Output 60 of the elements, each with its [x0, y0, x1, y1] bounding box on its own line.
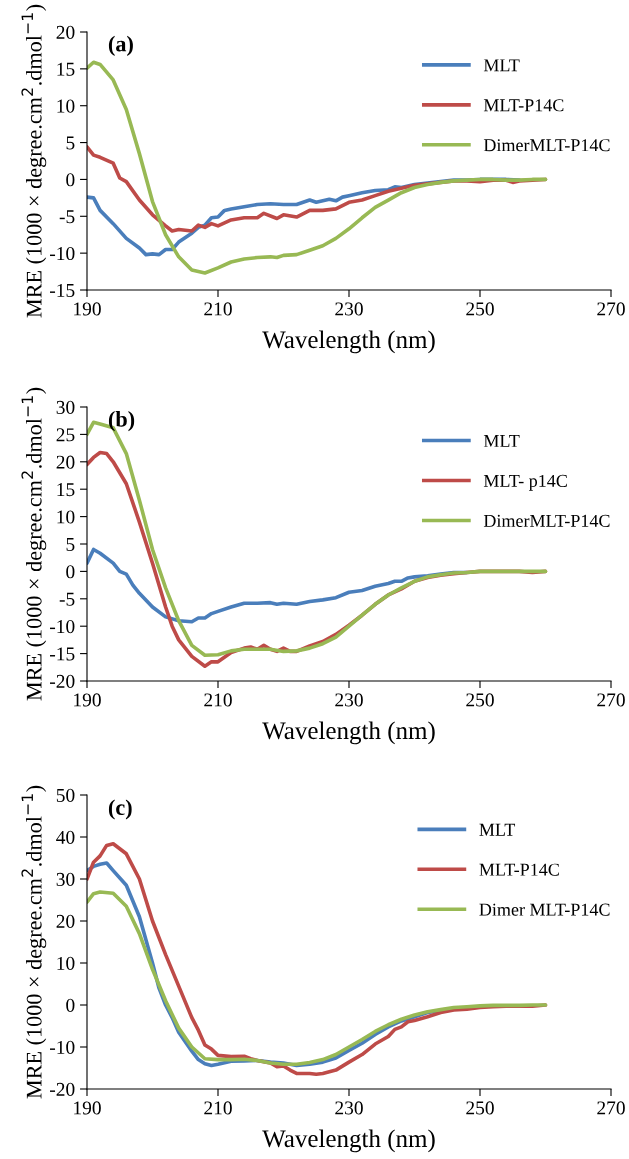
- legend-label: DimerMLT-P14C: [483, 514, 610, 527]
- x-axis-title: Wavelength (nm): [262, 1129, 435, 1153]
- legend-label: MLT-P14C: [479, 863, 559, 876]
- y-tick-label: -20: [50, 1082, 75, 1096]
- x-tick-label: 250: [466, 1101, 494, 1115]
- y-tick-label: -5: [59, 210, 75, 224]
- y-tick-label: -10: [50, 246, 75, 261]
- y-tick-label: -15: [50, 283, 75, 297]
- y-tick-label: 0: [66, 998, 75, 1012]
- y-tick-label: 15: [57, 62, 75, 76]
- y-tick-label: 20: [56, 25, 75, 39]
- y-tick-label: -10: [50, 620, 75, 634]
- x-axis-title: Wavelength (nm): [262, 721, 435, 745]
- y-axis-title: MRE (1000 × degree.cm$^{2}$.dmol$^{−1}$): [21, 785, 47, 1099]
- x-tick-label: 210: [204, 1101, 232, 1115]
- y-tick-label: -15: [50, 647, 75, 661]
- legend-label: MLT: [483, 59, 520, 72]
- x-tick-label: 270: [597, 1101, 625, 1115]
- y-tick-label: -10: [50, 1040, 75, 1054]
- x-axis-title: Wavelength (nm): [262, 330, 435, 354]
- y-tick-label: 30: [56, 400, 75, 414]
- annotation: (b): [108, 411, 135, 432]
- y-tick-label: 30: [56, 872, 75, 886]
- x-tick-label: 250: [466, 302, 494, 316]
- y-tick-label: 5: [66, 538, 75, 551]
- y-tick-label: 10: [57, 99, 75, 113]
- annotation: (a): [108, 35, 133, 57]
- y-tick-label: 15: [57, 483, 75, 497]
- x-tick-label: 190: [74, 1101, 101, 1115]
- y-tick-label: 0: [66, 173, 75, 187]
- x-tick-label: 190: [74, 302, 101, 316]
- y-tick-label: 20: [56, 914, 75, 928]
- y-tick-label: 50: [56, 788, 75, 802]
- x-tick-label: 270: [597, 693, 625, 707]
- y-tick-label: 20: [56, 455, 75, 469]
- legend-label: MLT-P14C: [483, 99, 564, 112]
- annotation: (c): [108, 799, 132, 820]
- x-tick-label: 230: [335, 693, 363, 707]
- x-tick-label: 270: [597, 302, 625, 316]
- y-tick-label: 40: [56, 830, 75, 844]
- x-tick-label: 210: [204, 302, 232, 316]
- legend-label: MLT: [483, 435, 520, 447]
- y-axis-title: MRE (1000 × degree.cm$^{2}$.dmol$^{−1}$): [21, 387, 47, 701]
- x-tick-label: 190: [74, 693, 101, 707]
- legend-label: Dimer MLT-P14C: [479, 903, 610, 916]
- x-tick-label: 230: [335, 1101, 363, 1115]
- y-axis-title: MRE (1000 × degree.cm$^{2}$.dmol$^{−1}$): [21, 4, 47, 318]
- x-tick-label: 250: [466, 693, 494, 707]
- y-tick-label: -5: [59, 592, 75, 606]
- legend-label: MLT: [479, 823, 516, 836]
- legend-label: DimerMLT-P14C: [483, 139, 610, 152]
- x-tick-label: 230: [335, 302, 363, 316]
- y-tick-label: 10: [57, 956, 75, 970]
- legend-label: MLT- p14C: [483, 474, 567, 491]
- y-tick-label: -20: [50, 674, 75, 688]
- x-tick-label: 210: [204, 693, 232, 707]
- y-tick-label: 0: [66, 565, 75, 579]
- y-tick-label: 25: [56, 428, 75, 442]
- y-tick-label: 5: [66, 136, 75, 150]
- y-tick-label: 10: [57, 510, 75, 524]
